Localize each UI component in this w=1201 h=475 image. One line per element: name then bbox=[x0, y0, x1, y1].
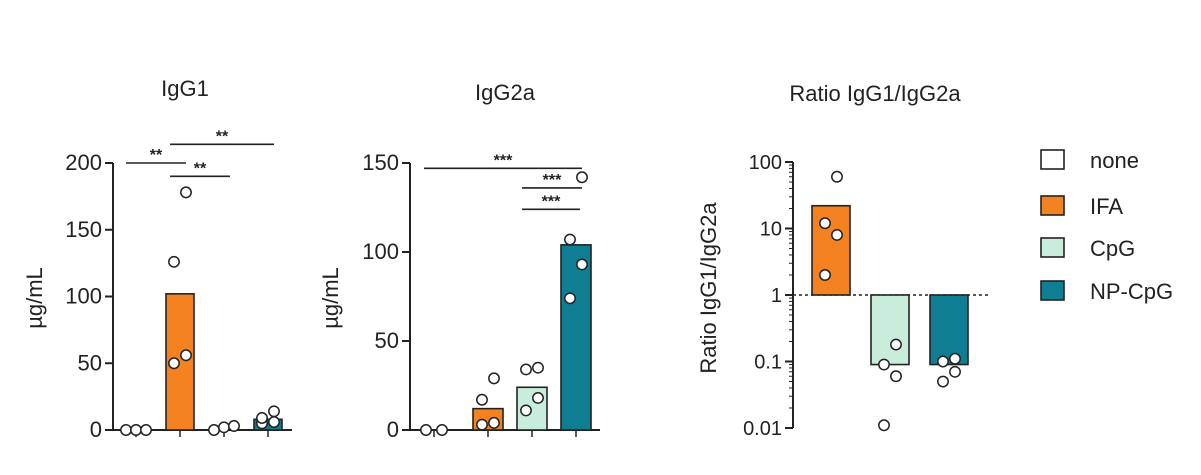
data-point bbox=[120, 424, 132, 436]
data-point bbox=[890, 370, 902, 383]
bar-np-cpg bbox=[929, 294, 969, 366]
data-point bbox=[576, 258, 588, 271]
y-tick-label: 200 bbox=[65, 150, 102, 175]
y-axis-label-ratio: Ratio IgG1/IgG2a bbox=[696, 202, 721, 374]
data-point bbox=[937, 355, 949, 368]
y-tick-label: 0.1 bbox=[754, 352, 782, 374]
data-point bbox=[268, 416, 280, 428]
data-point bbox=[140, 424, 152, 436]
significance-label: *** bbox=[543, 172, 562, 189]
data-point bbox=[564, 233, 576, 246]
data-point bbox=[168, 255, 180, 268]
data-point bbox=[878, 419, 890, 432]
y-tick-label: 50 bbox=[375, 328, 399, 353]
y-tick-label: 50 bbox=[78, 350, 102, 375]
significance-label: *** bbox=[494, 152, 513, 169]
data-point bbox=[520, 404, 532, 417]
legend-label-ifa: IFA bbox=[1090, 194, 1123, 219]
legend-label-np-cpg: NP-CpG bbox=[1090, 279, 1173, 304]
bar-ifa bbox=[811, 204, 851, 296]
data-point bbox=[532, 392, 544, 404]
chart-ratio: Ratio IgG1/IgG2a Ratio IgG1/IgG2a 0.01 0.… bbox=[696, 81, 989, 440]
data-point bbox=[420, 424, 432, 436]
significance-label: ** bbox=[150, 147, 163, 164]
legend-item-ifa: IFA bbox=[1040, 194, 1123, 219]
data-point bbox=[819, 269, 831, 281]
data-point bbox=[476, 393, 488, 406]
data-point bbox=[476, 418, 488, 431]
bar-np-cpg bbox=[560, 244, 592, 431]
data-point bbox=[488, 372, 500, 385]
legend-swatch-cpg bbox=[1040, 237, 1065, 258]
y-tick-label: 100 bbox=[65, 284, 102, 309]
chart-title-igg1: IgG1 bbox=[161, 76, 209, 101]
data-point bbox=[256, 412, 268, 424]
significance-label: ** bbox=[216, 128, 229, 145]
data-point bbox=[576, 171, 588, 184]
chart-title-ratio: Ratio IgG1/IgG2a bbox=[789, 81, 961, 106]
data-point bbox=[949, 365, 961, 378]
data-point bbox=[180, 349, 192, 362]
data-point bbox=[130, 424, 142, 436]
data-point bbox=[228, 420, 240, 432]
y-tick-label: 0.01 bbox=[743, 418, 782, 440]
data-point bbox=[890, 338, 902, 351]
data-point bbox=[937, 375, 949, 388]
data-point bbox=[180, 186, 192, 199]
data-point bbox=[831, 170, 843, 183]
y-tick-label: 0 bbox=[90, 417, 102, 442]
data-point bbox=[268, 405, 280, 418]
data-point bbox=[168, 357, 180, 370]
chart-igg2a: IgG2a µg/mL 0 50 100 150 *** *** *** bbox=[318, 80, 600, 442]
y-tick-label: 100 bbox=[362, 239, 399, 264]
data-point bbox=[819, 217, 831, 230]
legend-item-cpg: CpG bbox=[1040, 236, 1135, 261]
legend-label-none: none bbox=[1090, 148, 1139, 173]
legend: none IFA CpG NP-CpG bbox=[1040, 148, 1173, 304]
data-point bbox=[436, 424, 448, 436]
data-point bbox=[831, 228, 843, 241]
bar-np-cpg bbox=[253, 418, 283, 431]
bar-cpg bbox=[870, 294, 910, 366]
data-point bbox=[532, 361, 544, 374]
data-point bbox=[878, 358, 890, 371]
data-point bbox=[949, 352, 961, 365]
y-tick-label: 150 bbox=[65, 217, 102, 242]
data-point bbox=[520, 363, 532, 376]
data-point bbox=[208, 424, 220, 436]
significance-label: ** bbox=[194, 160, 207, 177]
y-tick-label: 150 bbox=[362, 150, 399, 175]
y-tick-label: 10 bbox=[760, 219, 782, 241]
y-tick-label: 1 bbox=[771, 285, 782, 307]
significance-label: *** bbox=[542, 193, 561, 210]
y-axis-label-igg2a: µg/mL bbox=[318, 267, 343, 329]
legend-item-np-cpg: NP-CpG bbox=[1040, 279, 1173, 304]
legend-swatch-np-cpg bbox=[1040, 280, 1065, 301]
y-tick-label: 100 bbox=[749, 152, 782, 174]
legend-swatch-none bbox=[1040, 149, 1065, 170]
y-axis-label-igg1: µg/mL bbox=[22, 267, 47, 329]
legend-swatch-ifa bbox=[1040, 195, 1065, 216]
chart-igg1: IgG1 µg/mL 0 50 100 150 200 ** ** ** bbox=[22, 76, 292, 442]
data-point bbox=[218, 421, 230, 434]
legend-label-cpg: CpG bbox=[1090, 236, 1135, 261]
data-point bbox=[564, 292, 576, 305]
y-tick-label: 0 bbox=[387, 417, 399, 442]
data-point bbox=[488, 416, 500, 429]
chart-title-igg2a: IgG2a bbox=[475, 80, 536, 105]
legend-item-none: none bbox=[1040, 148, 1139, 173]
